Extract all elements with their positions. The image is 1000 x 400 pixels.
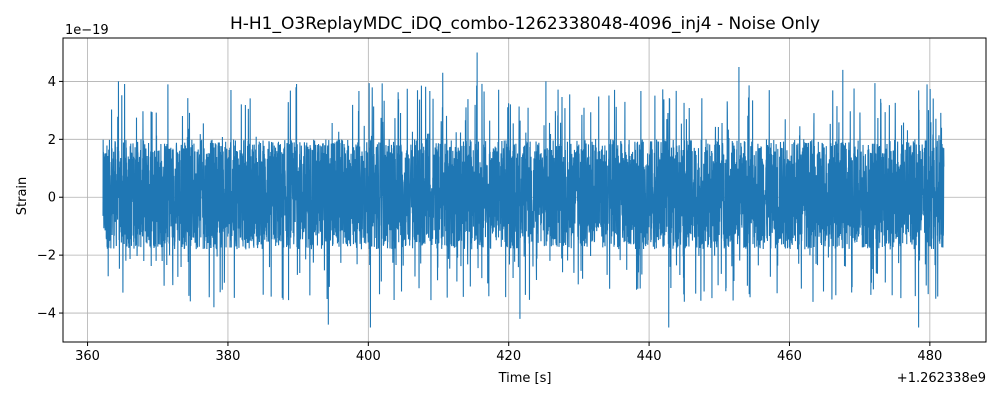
y-tick-label: −4 (37, 307, 56, 322)
y-tick-label: 0 (48, 191, 56, 206)
x-tick-label: 460 (777, 349, 802, 364)
x-tick-label: 480 (917, 349, 942, 364)
plot-frame (62, 37, 987, 343)
y-scale-offset-label: 1e−19 (65, 23, 109, 38)
y-axis-label: Strain (15, 177, 30, 216)
series-layer (102, 52, 945, 328)
x-offset-label: +1.262338e9 (897, 371, 986, 386)
y-tick-label: 2 (48, 133, 56, 148)
y-tick-label: 4 (48, 75, 56, 90)
x-axis-label: Time [s] (498, 371, 552, 386)
y-tick-label: −2 (37, 249, 56, 264)
x-tick-label: 360 (75, 349, 100, 364)
strain-series-line (102, 52, 945, 328)
chart-title: H-H1_O3ReplayMDC_iDQ_combo-1262338048-40… (230, 14, 820, 34)
x-tick-label: 420 (496, 349, 521, 364)
x-tick-label: 440 (637, 349, 662, 364)
x-tick-label: 400 (356, 349, 381, 364)
tick-layer: 360 380 400 420 440 460 480 −4 −2 0 2 4 (37, 75, 942, 364)
x-tick-label: 380 (216, 349, 241, 364)
